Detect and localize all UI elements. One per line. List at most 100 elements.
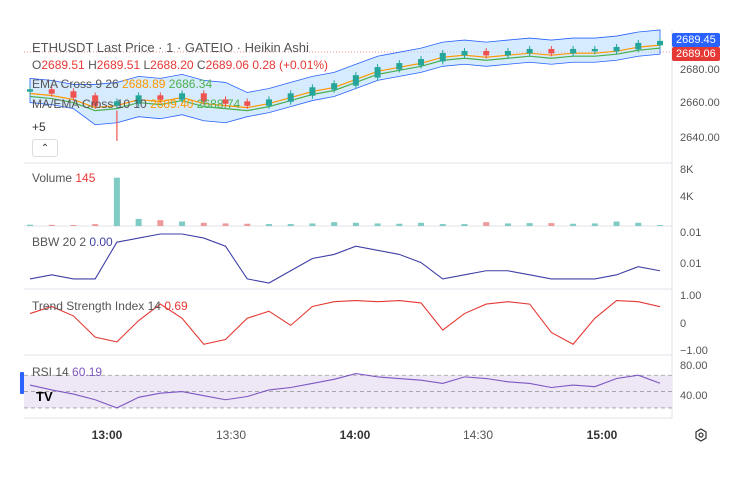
heikin-ashi-candle: [200, 93, 207, 102]
ema-line-slow: [29, 47, 661, 112]
time-tick: 14:30: [462, 428, 494, 442]
volume-bar: [570, 223, 577, 226]
close-label: C: [196, 58, 206, 72]
heikin-ashi-candle: [439, 52, 446, 62]
heikin-ashi-candle: [331, 83, 338, 90]
ema-line-fast: [29, 44, 661, 109]
heikin-ashi-candle: [504, 50, 511, 56]
heikin-ashi-candle: [70, 91, 77, 98]
heikin-ashi-candle: [613, 46, 620, 52]
time-tick: 13:00: [91, 428, 123, 442]
volume-bar: [591, 223, 598, 226]
rsi-label: RSI 14: [32, 365, 69, 379]
bbw-legend[interactable]: BBW 20 2 0.00: [32, 235, 113, 249]
rsi-tick: 80.00: [680, 360, 708, 372]
tsi-tick: −1.00: [680, 345, 708, 357]
price-tick: 2660.00: [680, 97, 720, 109]
tradingview-logo[interactable]: TV: [36, 389, 53, 404]
heikin-ashi-candle: [222, 99, 229, 104]
ema-cross-value-1: 2688.89: [122, 77, 166, 91]
volume-bar: [396, 223, 403, 226]
volume-bar: [483, 222, 490, 226]
volume-bar: [135, 218, 142, 226]
heikin-ashi-candle: [635, 42, 642, 50]
heikin-ashi-candle: [526, 48, 533, 54]
volume-bar: [244, 223, 251, 226]
volume-bar: [635, 222, 642, 226]
ohlc-readout: O2689.51 H2689.51 L2688.20 C2689.06 0.28…: [32, 58, 328, 72]
volume-tick: 4K: [680, 191, 694, 203]
volume-bar: [113, 177, 120, 226]
rsi-tick: 40.00: [680, 390, 708, 402]
bollinger-band: [29, 29, 661, 126]
volume-bar: [461, 224, 468, 226]
ma-ema-cross-value-1: 2689.40: [150, 97, 194, 111]
volume-bar: [92, 224, 99, 226]
heikin-ashi-candle: [483, 50, 490, 56]
heikin-ashi-candle: [27, 89, 33, 92]
ma-ema-cross-value-2: 2688.74: [196, 97, 241, 111]
symbol-title: ETHUSDT Last Price · 1 · GATEIO · Heikin…: [32, 40, 309, 55]
time-tick: 13:30: [215, 428, 247, 442]
pane-resize-handle: [20, 372, 24, 394]
bbw-tick: 0.01: [680, 258, 702, 270]
volume-bar: [200, 222, 207, 226]
rsi-legend[interactable]: RSI 14 60.19: [32, 365, 102, 379]
low-value: 2688.20: [150, 58, 194, 72]
open-value: 2689.51: [41, 58, 85, 72]
volume-bar: [657, 225, 663, 226]
ema-cross-legend[interactable]: EMA Cross 9 26 2688.89 2686.34: [32, 77, 212, 91]
collapse-legend-button[interactable]: ⌃: [32, 139, 58, 157]
volume-bar: [48, 224, 55, 226]
heikin-ashi-candle: [461, 50, 468, 56]
volume-legend[interactable]: Volume 145: [32, 171, 95, 185]
volume-bar: [526, 223, 533, 226]
volume-bar: [157, 220, 164, 226]
heikin-ashi-candle: [287, 93, 294, 102]
gear-icon[interactable]: [694, 428, 708, 442]
high-value: 2689.51: [96, 58, 141, 72]
rsi-value: 60.19: [72, 365, 103, 379]
volume-bar: [374, 223, 381, 226]
tsi-legend[interactable]: Trend Strength Index 14 0.69: [32, 299, 188, 313]
bbw-label: BBW 20 2: [32, 235, 87, 249]
bbw-value: 0.00: [89, 235, 113, 249]
heikin-ashi-candle: [396, 63, 403, 70]
heikin-ashi-candle: [113, 101, 120, 106]
volume-bar: [548, 223, 555, 226]
bbw-line: [29, 233, 661, 284]
price-tick: 2680.00: [680, 64, 720, 76]
close-value: 2689.06: [205, 58, 249, 72]
volume-bar: [418, 222, 425, 226]
volume-bar: [222, 223, 229, 226]
heikin-ashi-candle: [548, 48, 555, 54]
price-tag-last: 2689.06: [672, 47, 720, 61]
ma-ema-cross-legend[interactable]: MA/EMA Cross 10 10 2689.40 2688.74: [32, 97, 240, 111]
time-tick: 15:00: [586, 428, 618, 442]
volume-value: 145: [75, 171, 96, 185]
volume-label: Volume: [32, 171, 73, 185]
tsi-tick: 1.00: [680, 290, 702, 302]
volume-bar: [613, 221, 620, 226]
tsi-line: [29, 299, 661, 345]
heikin-ashi-candle: [179, 93, 186, 100]
heikin-ashi-candle: [309, 87, 316, 96]
ema-cross-value-2: 2686.34: [168, 77, 213, 91]
volume-bar: [27, 224, 33, 226]
heikin-ashi-candle: [48, 89, 55, 94]
ema-cross-label: EMA Cross 9 26: [32, 77, 119, 91]
tsi-label: Trend Strength Index 14: [32, 299, 161, 313]
more-indicators[interactable]: +5: [32, 120, 46, 134]
volume-bar: [70, 225, 77, 226]
volume-bar: [352, 222, 359, 226]
heikin-ashi-candle: [657, 40, 663, 46]
time-tick: 14:00: [339, 428, 371, 442]
volume-bar: [179, 221, 186, 226]
volume-bar: [331, 222, 338, 226]
heikin-ashi-candle: [352, 75, 359, 86]
price-tick: 2640.00: [680, 132, 720, 144]
ma-ema-cross-label: MA/EMA Cross 10 10: [32, 97, 147, 111]
heikin-ashi-candle: [418, 59, 425, 66]
heikin-ashi-candle: [265, 99, 272, 106]
